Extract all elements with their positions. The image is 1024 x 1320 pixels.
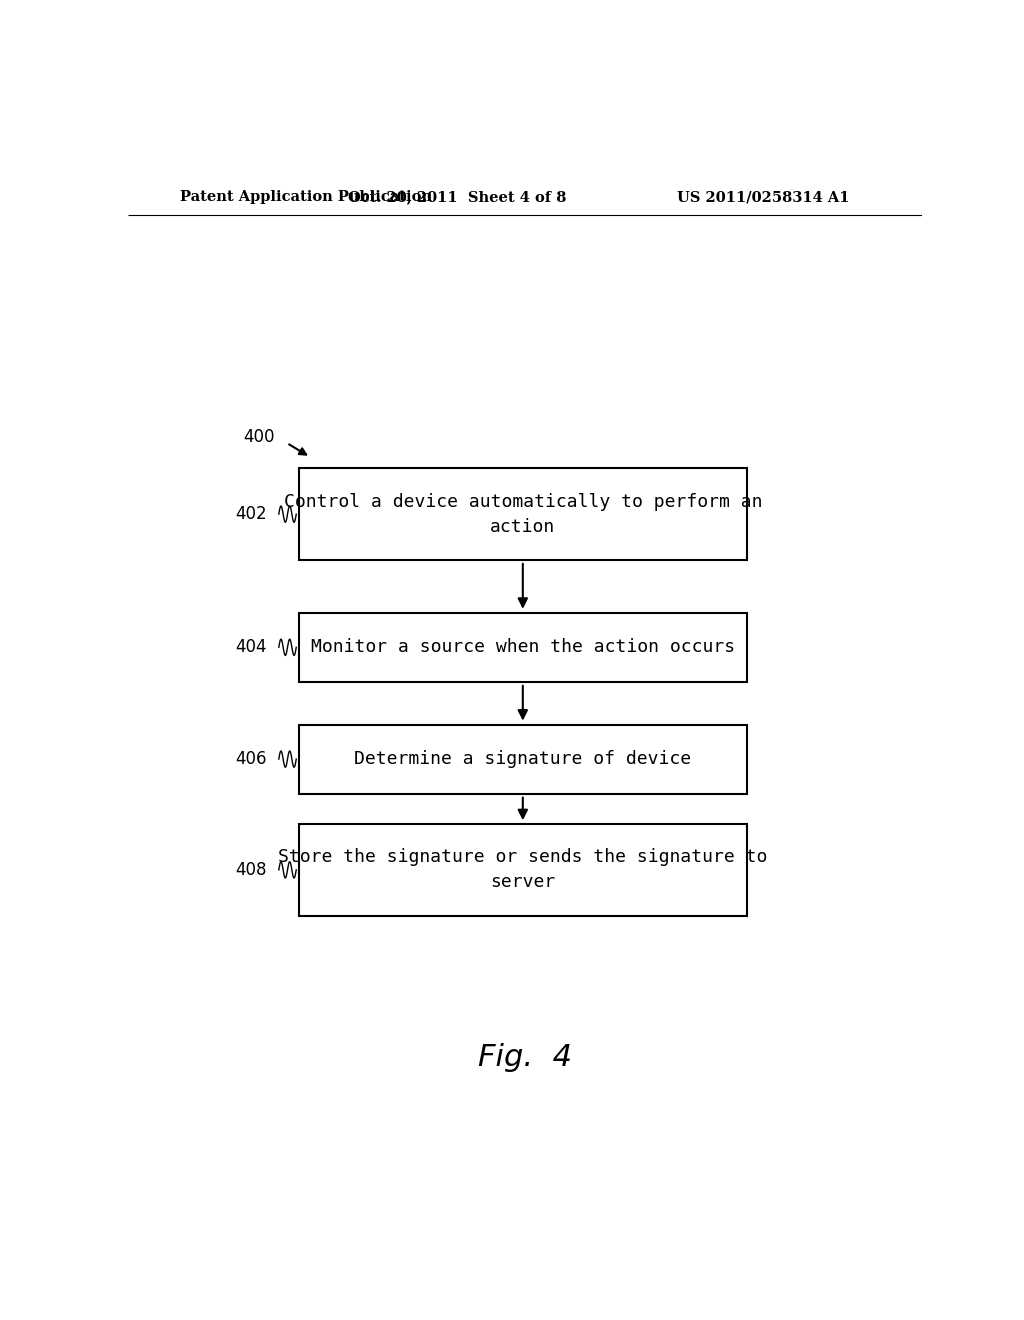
Text: Determine a signature of device: Determine a signature of device [354,750,691,768]
Text: 408: 408 [236,861,267,879]
Text: Fig.  4: Fig. 4 [478,1043,571,1072]
Text: 402: 402 [236,506,267,523]
FancyBboxPatch shape [299,612,746,682]
Text: US 2011/0258314 A1: US 2011/0258314 A1 [677,190,849,205]
Text: 404: 404 [236,639,267,656]
FancyBboxPatch shape [299,824,746,916]
Text: Patent Application Publication: Patent Application Publication [179,190,431,205]
Text: Monitor a source when the action occurs: Monitor a source when the action occurs [310,639,735,656]
FancyBboxPatch shape [299,469,746,560]
Text: 406: 406 [236,750,267,768]
FancyBboxPatch shape [299,725,746,793]
Text: 400: 400 [244,428,274,446]
Text: Control a device automatically to perform an
action: Control a device automatically to perfor… [284,492,762,536]
Text: Oct. 20, 2011  Sheet 4 of 8: Oct. 20, 2011 Sheet 4 of 8 [348,190,566,205]
Text: Store the signature or sends the signature to
server: Store the signature or sends the signatu… [279,849,768,891]
